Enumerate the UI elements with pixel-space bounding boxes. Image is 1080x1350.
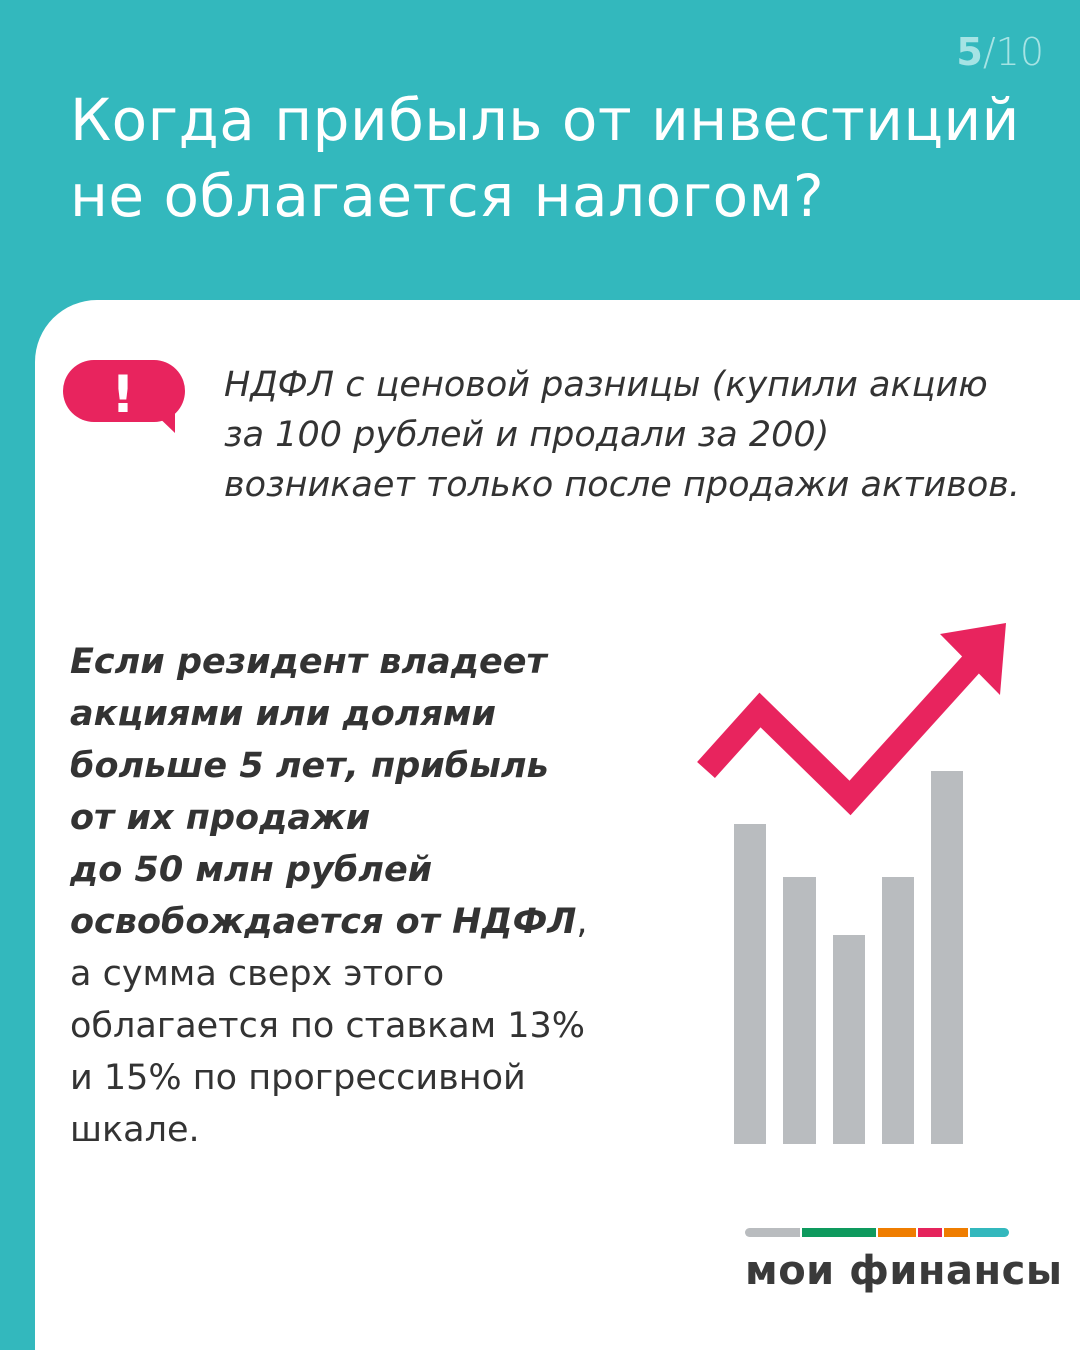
illustration-bar <box>833 935 865 1144</box>
logo-segment <box>970 1228 1009 1237</box>
logo-segment <box>918 1228 942 1237</box>
note-text: НДФЛ с ценовой разницы (купили акцию за … <box>224 365 1021 505</box>
comma: , <box>576 902 588 942</box>
trend-arrow-head <box>940 623 1006 695</box>
logo-segment <box>802 1228 876 1237</box>
content-card <box>35 300 1080 1350</box>
logo-color-bar <box>745 1228 1009 1237</box>
emphasis-line: больше 5 лет, прибыль <box>70 746 549 786</box>
page-title: Когда прибыль от инвестиций не облагаетс… <box>70 82 1020 234</box>
emphasis-line: акциями или долями <box>70 694 497 734</box>
illustration-bar <box>783 877 816 1144</box>
exclamation-speech-bubble-icon: ! <box>63 360 185 433</box>
rising-chart-arrow-icon <box>697 623 1006 1144</box>
regular-line: облагается по ставкам 13% <box>70 1006 586 1046</box>
main-text: Если резидент владеет акциями или долями… <box>70 636 650 1156</box>
logo: мои финансы <box>745 1248 1063 1294</box>
page-indicator: 5/10 <box>956 30 1044 74</box>
logo-segment <box>944 1228 968 1237</box>
logo-segment <box>745 1228 800 1237</box>
illustration-bar <box>734 824 766 1144</box>
emphasis-line: от их продажи <box>70 798 371 838</box>
regular-line: и 15% по прогрессивной <box>70 1058 526 1098</box>
emphasis-line: Если резидент владеет <box>70 642 547 682</box>
trend-arrow-line <box>697 651 984 816</box>
emphasis-line: до 50 млн рублей <box>70 850 433 890</box>
total-pages: /10 <box>982 30 1044 74</box>
title-line: не облагается налогом? <box>70 162 825 230</box>
current-page: 5 <box>956 30 983 74</box>
regular-line: шкале. <box>70 1110 200 1150</box>
logo-segment <box>878 1228 916 1237</box>
illustration-bar <box>882 877 914 1144</box>
title-line: Когда прибыль от инвестиций <box>70 86 1020 154</box>
emphasis-line: освобождается от НДФЛ <box>70 902 577 942</box>
illustration-bar <box>931 771 963 1144</box>
regular-line: а сумма сверх этого <box>70 954 445 994</box>
exclamation-mark: ! <box>111 365 135 425</box>
